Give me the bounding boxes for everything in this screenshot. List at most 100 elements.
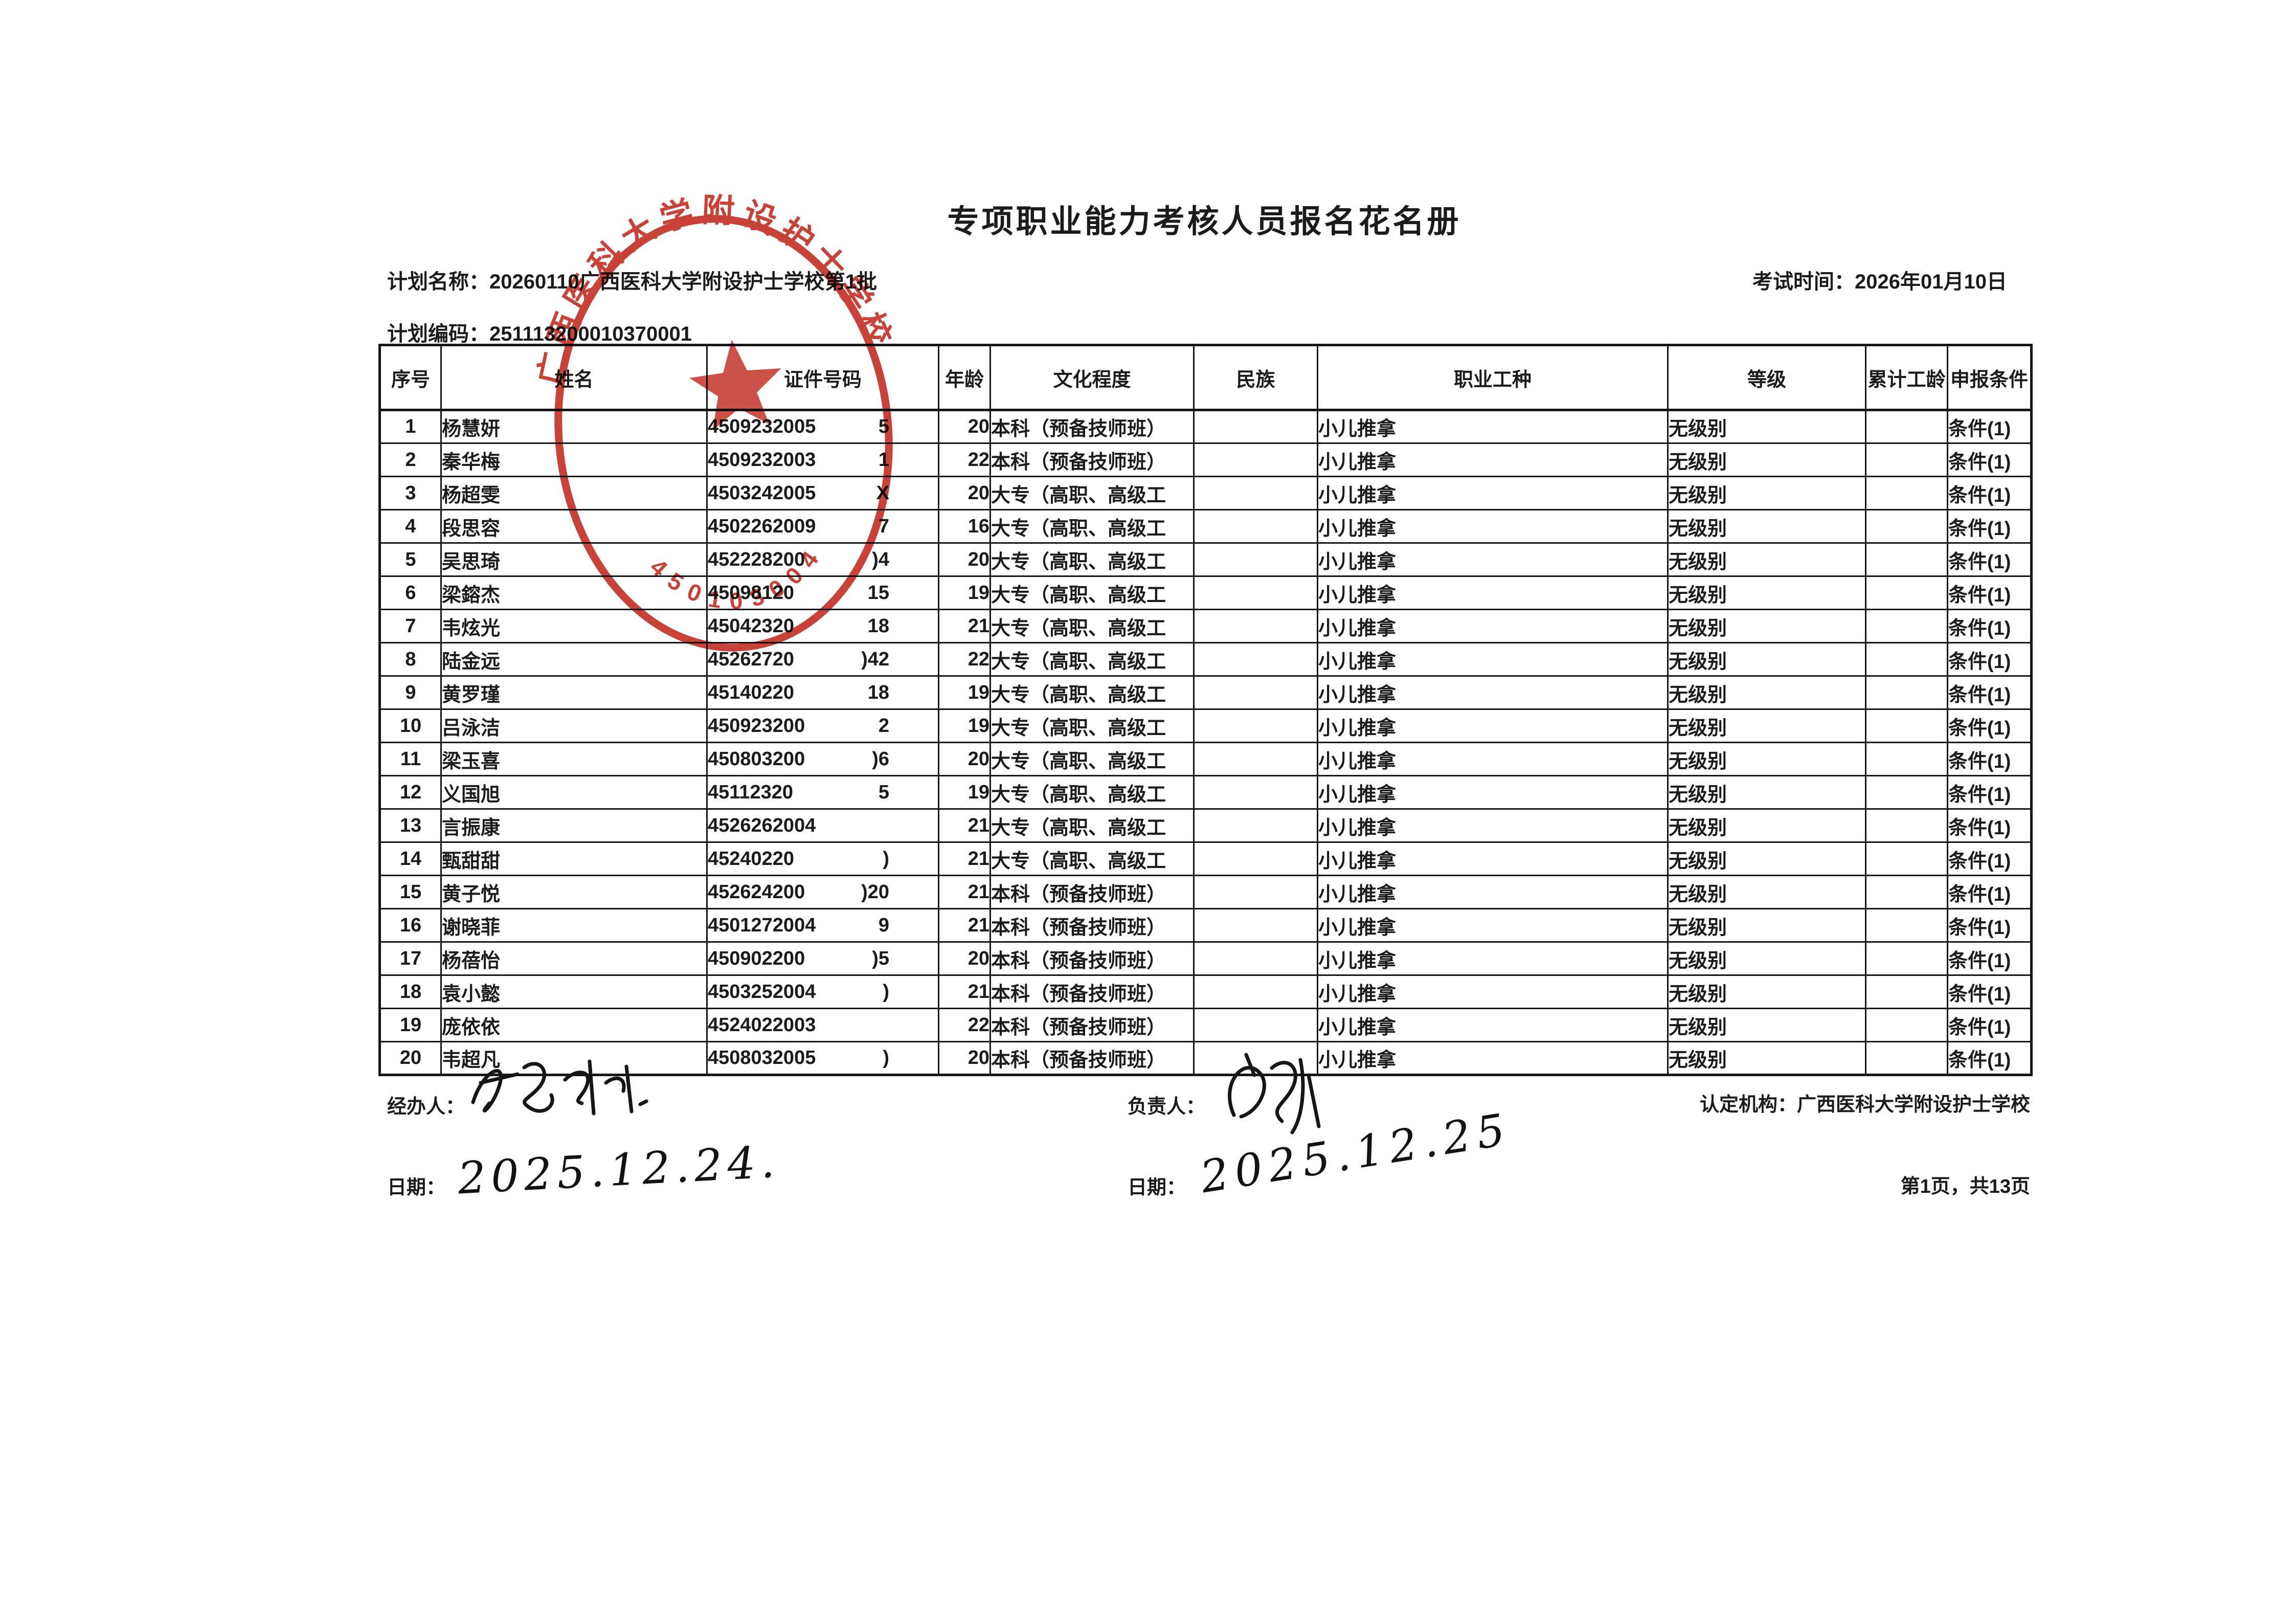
cell-education: 大专（高职、高级工	[989, 575, 1195, 610]
cell-age: 19	[938, 675, 991, 710]
cell-no: 8	[379, 642, 442, 677]
cell-occupation: 小儿推拿	[1317, 509, 1669, 544]
cell-name: 甄甜甜	[440, 841, 708, 876]
cell-level: 无级别	[1667, 609, 1866, 643]
cell-occupation: 小儿推拿	[1317, 908, 1669, 943]
cell-level: 无级别	[1667, 1008, 1866, 1042]
cell-id-number: 45112320 5	[706, 775, 939, 810]
cell-no: 2	[379, 442, 442, 477]
cell-occupation: 小儿推拿	[1317, 1041, 1669, 1076]
cell-age: 21	[938, 875, 991, 909]
cell-age: 19	[938, 575, 991, 610]
cell-condition: 条件(1)	[1947, 908, 2032, 943]
cell-age: 20	[938, 1041, 991, 1076]
cell-age: 19	[938, 708, 991, 743]
cell-id-number: 450803200)6	[706, 742, 939, 776]
cell-age: 21	[938, 808, 991, 843]
cell-ethnicity	[1193, 409, 1318, 444]
cell-occupation: 小儿推拿	[1317, 609, 1669, 643]
cell-education: 大专（高职、高级工	[989, 509, 1195, 544]
id-left-part: 4508032005	[708, 1047, 816, 1069]
cell-age: 22	[938, 642, 991, 677]
cell-condition: 条件(1)	[1947, 742, 2032, 776]
cell-ethnicity	[1193, 808, 1318, 843]
cell-seniority	[1865, 575, 1948, 610]
cell-seniority	[1865, 974, 1948, 1009]
manager-date-label: 日期：	[1128, 1177, 1186, 1198]
cell-no: 10	[379, 708, 442, 743]
cell-occupation: 小儿推拿	[1317, 476, 1669, 510]
table-row: 19 庞依依 4524022003 22 本科（预备技师班） 小儿推拿 无级别 条件(1)	[379, 1008, 2032, 1042]
cell-id-number: 450923200 2	[706, 708, 939, 743]
cell-no: 13	[379, 808, 442, 843]
table-row: 16 谢晓菲 4501272004 9 21 本科（预备技师班） 小儿推拿 无级别 条件(1)	[379, 908, 2032, 943]
table-row: 11 梁玉喜 450803200)6 20 大专（高职、高级工 小儿推拿 无级别 条件(1)	[379, 742, 2032, 776]
table-body: 1 杨慧妍 4509232005 5 20 本科（预备技师班） 小儿推拿 无级别 条件(1) 2 秦…	[379, 409, 2032, 1076]
cell-seniority	[1865, 808, 1948, 843]
cell-id-number: 45042320 18	[706, 609, 939, 643]
cell-name: 黄子悦	[440, 875, 708, 909]
table-row: 4 段思容 4502262009 7 16 大专（高职、高级工 小儿推拿 无级别 条件(1)	[379, 509, 2032, 544]
cell-occupation: 小儿推拿	[1317, 875, 1669, 909]
cell-no: 16	[379, 908, 442, 943]
cell-name: 杨蓓怡	[440, 941, 708, 976]
page-number-info: 第1页，共13页	[1900, 1176, 2030, 1197]
id-right-part: )	[883, 1047, 889, 1069]
cell-age: 20	[938, 941, 991, 976]
id-right-part: )5	[872, 947, 889, 969]
cell-id-number: 45240220)	[706, 841, 939, 876]
cell-level: 无级别	[1667, 974, 1866, 1009]
cell-condition: 条件(1)	[1947, 476, 2032, 510]
cell-name: 吕泳洁	[440, 708, 708, 743]
cell-occupation: 小儿推拿	[1317, 575, 1669, 610]
cell-level: 无级别	[1667, 908, 1866, 943]
cell-level: 无级别	[1667, 708, 1866, 743]
cell-level: 无级别	[1667, 808, 1866, 843]
column-header: 年龄	[938, 344, 991, 411]
cell-name: 袁小懿	[440, 974, 708, 1009]
cell-seniority	[1865, 908, 1948, 943]
id-left-part: 4524022003	[708, 1014, 816, 1036]
cell-education: 大专（高职、高级工	[989, 841, 1195, 876]
table-header-row: 序号 姓名 证件号码 年龄 文化程度 民族 职业工种 等级 累计工龄 申报条件	[379, 344, 2032, 411]
id-left-part: 4502262009	[708, 515, 816, 537]
id-left-part: 4503242005	[708, 482, 816, 504]
cell-occupation: 小儿推拿	[1317, 542, 1669, 577]
cell-education: 大专（高职、高级工	[989, 609, 1195, 643]
cell-ethnicity	[1193, 908, 1318, 943]
cell-seniority	[1865, 1041, 1948, 1076]
exam-time-line: 考试时间：2026年01月10日	[378, 265, 2007, 295]
column-header: 累计工龄	[1865, 344, 1948, 411]
cell-occupation: 小儿推拿	[1317, 409, 1669, 444]
cell-age: 19	[938, 775, 991, 810]
cell-education: 大专（高职、高级工	[989, 642, 1195, 677]
plan-code-label: 计划编码：	[387, 323, 489, 345]
table-row: 6 梁鎔杰 45098120 15 19 大专（高职、高级工 小儿推拿 无级别 条件(1)	[379, 575, 2032, 610]
cell-age: 20	[938, 409, 991, 444]
table-row: 10 吕泳洁 450923200 2 19 大专（高职、高级工 小儿推拿 无级别 条件(1)	[379, 708, 2032, 743]
cell-age: 21	[938, 908, 991, 943]
page-title: 专项职业能力考核人员报名花名册	[947, 204, 1461, 239]
exam-time-value: 2026年01月10日	[1855, 271, 2007, 293]
cell-age: 21	[938, 841, 991, 876]
id-right-part: )	[883, 848, 889, 870]
cell-occupation: 小儿推拿	[1317, 1008, 1669, 1042]
cell-no: 7	[379, 609, 442, 643]
cell-id-number: 450902200 )5	[706, 941, 939, 976]
cell-ethnicity	[1193, 941, 1318, 976]
cell-condition: 条件(1)	[1947, 841, 2032, 876]
cell-no: 1	[379, 409, 442, 444]
cell-ethnicity	[1193, 974, 1318, 1009]
cell-condition: 条件(1)	[1947, 575, 2032, 610]
cell-name: 义国旭	[440, 775, 708, 810]
cell-ethnicity	[1193, 708, 1318, 743]
agency-label: 认定机构：	[1699, 1094, 1797, 1116]
cell-id-number: 452624200)20	[706, 875, 939, 909]
cell-ethnicity	[1193, 742, 1318, 776]
manager-label: 负责人：	[1128, 1096, 1206, 1118]
plan-code-value: 251113200010370001	[489, 323, 692, 345]
id-right-part: 5	[878, 416, 889, 437]
id-left-part: 450902200	[708, 947, 805, 969]
handler-label: 经办人：	[387, 1096, 465, 1118]
